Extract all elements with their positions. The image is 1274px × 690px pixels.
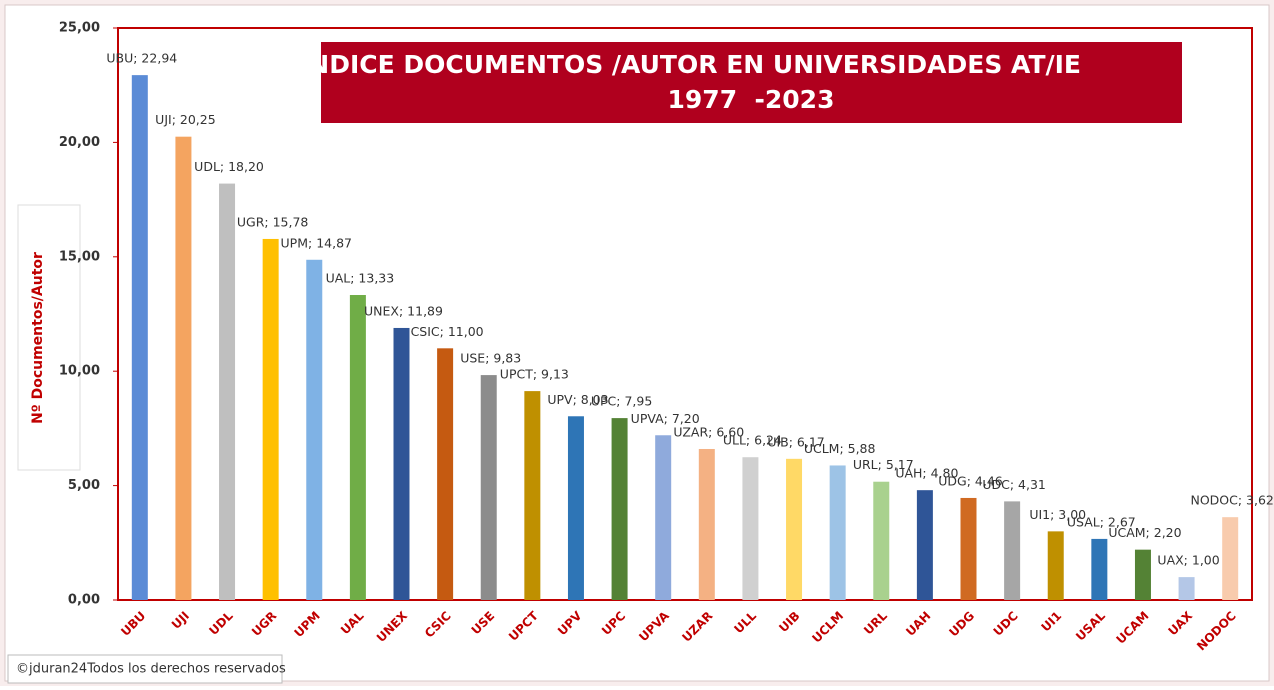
title-box: [321, 42, 1182, 123]
bar: [306, 259, 323, 600]
bar: [873, 481, 890, 600]
bar: [393, 327, 410, 600]
data-label: URL; 5,17: [853, 457, 914, 472]
y-tick-label: 10,00: [59, 364, 100, 379]
plot-frame: [117, 27, 1253, 601]
data-label: UPCT; 9,13: [500, 367, 569, 382]
bar: [262, 238, 279, 600]
bar: [916, 490, 933, 600]
bar: [349, 295, 366, 600]
bar: [1091, 538, 1108, 600]
bar: [1047, 531, 1064, 600]
y-tick-label: 25,00: [59, 21, 100, 36]
y-tick-label: 15,00: [59, 249, 100, 264]
data-label: UPVA; 7,20: [631, 411, 700, 426]
bar: [1004, 501, 1021, 600]
bar: [175, 136, 192, 600]
y-tick-label: 0,00: [68, 593, 100, 608]
data-label: ULL; 6,24: [723, 433, 782, 448]
data-label: UI1; 3,00: [1029, 507, 1086, 522]
data-label: UNEX; 11,89: [364, 303, 443, 318]
bar: [742, 457, 759, 600]
data-label: UAX; 1,00: [1157, 553, 1219, 568]
data-label: UDC; 4,31: [982, 477, 1046, 492]
data-label: UJI; 20,25: [155, 112, 216, 127]
chart-title: ÍNDICE DOCUMENTOS /AUTOR EN UNIVERSIDADE…: [299, 50, 1081, 79]
data-label: UAH; 4,80: [895, 466, 958, 481]
bar: [611, 418, 628, 600]
bar: [524, 391, 541, 600]
bar: [219, 183, 236, 601]
bar: [1178, 577, 1195, 600]
data-label: UCLM; 5,88: [804, 441, 876, 456]
bar: [567, 416, 584, 600]
bar: [698, 448, 715, 600]
bar: [131, 75, 148, 600]
y-tick-label: 5,00: [68, 478, 100, 493]
data-label: UBU; 22,94: [106, 51, 177, 66]
bar: [1134, 549, 1151, 600]
data-label: UZAR; 6,60: [673, 424, 744, 439]
data-label: UCAM; 2,20: [1108, 525, 1181, 540]
bar: [1222, 517, 1239, 600]
footer-box: [7, 654, 283, 684]
bar: [480, 375, 497, 600]
data-label: UIB; 6,17: [767, 434, 824, 449]
data-label: UAL; 13,33: [326, 271, 395, 286]
data-label: USAL; 2,67: [1067, 514, 1136, 529]
data-label: UPM; 14,87: [281, 235, 352, 250]
footer: ©jduran24Todos los derechos reservados: [16, 662, 286, 677]
data-label: UPC; 7,95: [591, 394, 652, 409]
data-label: NODOC; 3,62: [1190, 493, 1273, 508]
y-axis-label: Nº Documentos/Autor: [30, 252, 46, 424]
bar: [655, 435, 672, 600]
y-label-box: [17, 204, 81, 471]
data-label: USE; 9,83: [460, 351, 521, 366]
bar: [960, 497, 977, 600]
data-label: CSIC; 11,00: [411, 324, 484, 339]
bar: [786, 458, 803, 600]
y-tick-label: 20,00: [59, 135, 100, 150]
bar: [437, 348, 454, 600]
data-label: UPV; 8,03: [547, 392, 608, 407]
chart-subtitle: 1977 -2023: [668, 85, 835, 114]
data-label: UDL; 18,20: [194, 159, 264, 174]
data-label: UGR; 15,78: [237, 214, 309, 229]
data-label: UDG; 4,46: [938, 473, 1003, 488]
bar: [829, 465, 846, 600]
